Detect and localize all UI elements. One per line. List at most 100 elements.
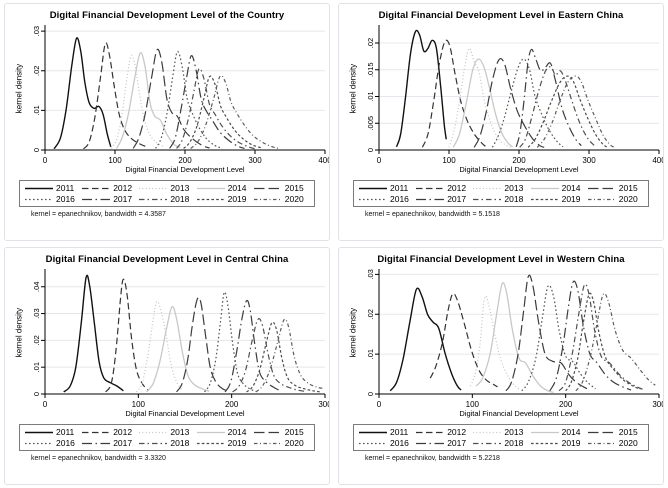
legend-line-sample bbox=[530, 431, 559, 433]
density-curve-2016 bbox=[155, 50, 222, 149]
legend-year-label: 2011 bbox=[390, 183, 409, 193]
legend-year-label: 2015 bbox=[284, 183, 304, 193]
figure-cell-country: Digital Financial Development Level of t… bbox=[0, 0, 334, 244]
legend-year-label: 2011 bbox=[56, 183, 75, 193]
legend-year-label: 2019 bbox=[227, 438, 247, 448]
density-curve-2014 bbox=[475, 282, 554, 394]
y-tick-label: .02 bbox=[366, 309, 375, 319]
density-curve-2012 bbox=[429, 292, 498, 388]
legend-year-label: 2017 bbox=[447, 438, 467, 448]
chart-title: Digital Financial Development Level in C… bbox=[45, 254, 289, 265]
x-tick-label: 100 bbox=[442, 156, 456, 165]
legend-year-label: 2011 bbox=[390, 427, 409, 437]
legend-item-2012: 2012 bbox=[82, 183, 137, 193]
density-curve-2016 bbox=[491, 58, 564, 148]
legend-item-2017: 2017 bbox=[416, 438, 471, 448]
legend-item-2019: 2019 bbox=[196, 194, 252, 204]
legend-line-sample bbox=[416, 198, 445, 200]
y-tick-label: .03 bbox=[32, 308, 41, 318]
legend-year-label: 2015 bbox=[284, 427, 304, 437]
legend-item-2013: 2013 bbox=[139, 183, 194, 193]
legend-line-sample bbox=[416, 442, 445, 444]
legend-line-sample bbox=[359, 442, 387, 444]
legend-year-label: 2014 bbox=[227, 183, 247, 193]
legend-item-2015: 2015 bbox=[587, 427, 643, 437]
chart-title: Digital Financial Development Level in E… bbox=[378, 10, 624, 21]
legend-line-sample bbox=[196, 198, 225, 200]
legend-line-sample bbox=[359, 198, 387, 200]
legend-line-sample bbox=[473, 187, 502, 189]
legend-item-2011: 2011 bbox=[359, 183, 414, 193]
plot-area: kernel density 0 .005 .01 .015 .02 0 100 200 300… bbox=[341, 22, 663, 178]
legend-line-sample bbox=[25, 187, 53, 189]
x-tick-label: 0 bbox=[377, 156, 382, 165]
legend: 2011 2012 2013 2014 2015 2016 2017 2018 2019 2020 bbox=[353, 180, 649, 207]
density-curve-2019 bbox=[183, 75, 263, 149]
legend-line-sample bbox=[253, 187, 282, 189]
density-curve-2011 bbox=[63, 274, 124, 393]
legend-year-label: 2017 bbox=[447, 194, 467, 204]
legend-item-2016: 2016 bbox=[359, 438, 414, 448]
legend-item-2015: 2015 bbox=[587, 183, 643, 193]
x-axis-label: Digital Financial Development Level bbox=[125, 165, 245, 174]
x-tick-label: 300 bbox=[318, 400, 330, 409]
legend-year-label: 2014 bbox=[561, 183, 581, 193]
legend-year-label: 2018 bbox=[504, 438, 524, 448]
y-tick-label: .02 bbox=[32, 66, 41, 76]
legend-item-2012: 2012 bbox=[416, 183, 471, 193]
density-curve-2017 bbox=[169, 55, 245, 149]
legend-item-2018: 2018 bbox=[473, 194, 528, 204]
legend-year-label: 2016 bbox=[390, 438, 409, 448]
x-tick-label: 400 bbox=[318, 156, 330, 165]
density-curve-2018 bbox=[176, 67, 256, 150]
density-curve-2013 bbox=[469, 295, 520, 390]
legend-item-2017: 2017 bbox=[82, 438, 137, 448]
y-axis-label: kernel density bbox=[14, 307, 24, 358]
density-curve-2012 bbox=[421, 39, 486, 148]
legend-line-sample bbox=[587, 442, 616, 444]
legend-year-label: 2013 bbox=[170, 427, 190, 437]
legend-year-label: 2016 bbox=[390, 194, 409, 204]
x-tick-label: 200 bbox=[225, 400, 239, 409]
legend-item-2015: 2015 bbox=[253, 183, 309, 193]
legend-year-label: 2016 bbox=[56, 194, 75, 204]
legend-line-sample bbox=[473, 442, 502, 444]
legend-line-sample bbox=[25, 431, 53, 433]
y-tick-label: .02 bbox=[366, 38, 375, 48]
chart-title: Digital Financial Development Level of t… bbox=[49, 10, 285, 21]
legend-item-2019: 2019 bbox=[196, 438, 252, 448]
legend-line-sample bbox=[196, 187, 225, 189]
legend-year-label: 2020 bbox=[618, 194, 638, 204]
legend-line-sample bbox=[587, 187, 616, 189]
legend-item-2014: 2014 bbox=[196, 183, 252, 193]
legend: 2011 2012 2013 2014 2015 2016 2017 2018 2019 2020 bbox=[19, 180, 315, 207]
density-curve-2015 bbox=[473, 58, 545, 148]
legend: 2011 2012 2013 2014 2015 2016 2017 2018 2019 2020 bbox=[353, 424, 649, 451]
x-axis-label: Digital Financial Development Level bbox=[125, 409, 245, 418]
legend-year-label: 2015 bbox=[618, 183, 638, 193]
legend-item-2011: 2011 bbox=[25, 183, 80, 193]
legend-year-label: 2012 bbox=[113, 183, 133, 193]
x-tick-label: 200 bbox=[559, 400, 573, 409]
x-tick-label: 200 bbox=[512, 156, 526, 165]
x-tick-label: 300 bbox=[248, 156, 262, 165]
legend-line-sample bbox=[196, 442, 225, 444]
legend-line-sample bbox=[359, 187, 387, 189]
density-curve-2017 bbox=[515, 48, 582, 147]
y-tick-label: .03 bbox=[32, 26, 41, 36]
y-tick-label: .01 bbox=[32, 105, 41, 115]
legend-year-label: 2018 bbox=[170, 438, 190, 448]
legend-item-2012: 2012 bbox=[82, 427, 137, 437]
density-curve-2011 bbox=[395, 29, 447, 148]
density-curve-2018 bbox=[558, 283, 646, 392]
x-axis-label: Digital Financial Development Level bbox=[459, 165, 579, 174]
legend-line-sample bbox=[139, 187, 168, 189]
legend-line-sample bbox=[82, 198, 111, 200]
y-axis-label: kernel density bbox=[348, 63, 358, 114]
density-curve-2019 bbox=[527, 75, 608, 148]
y-tick-label: .02 bbox=[32, 335, 41, 345]
legend-item-2019: 2019 bbox=[530, 194, 586, 204]
legend-item-2013: 2013 bbox=[139, 427, 194, 437]
legend-item-2017: 2017 bbox=[416, 194, 471, 204]
